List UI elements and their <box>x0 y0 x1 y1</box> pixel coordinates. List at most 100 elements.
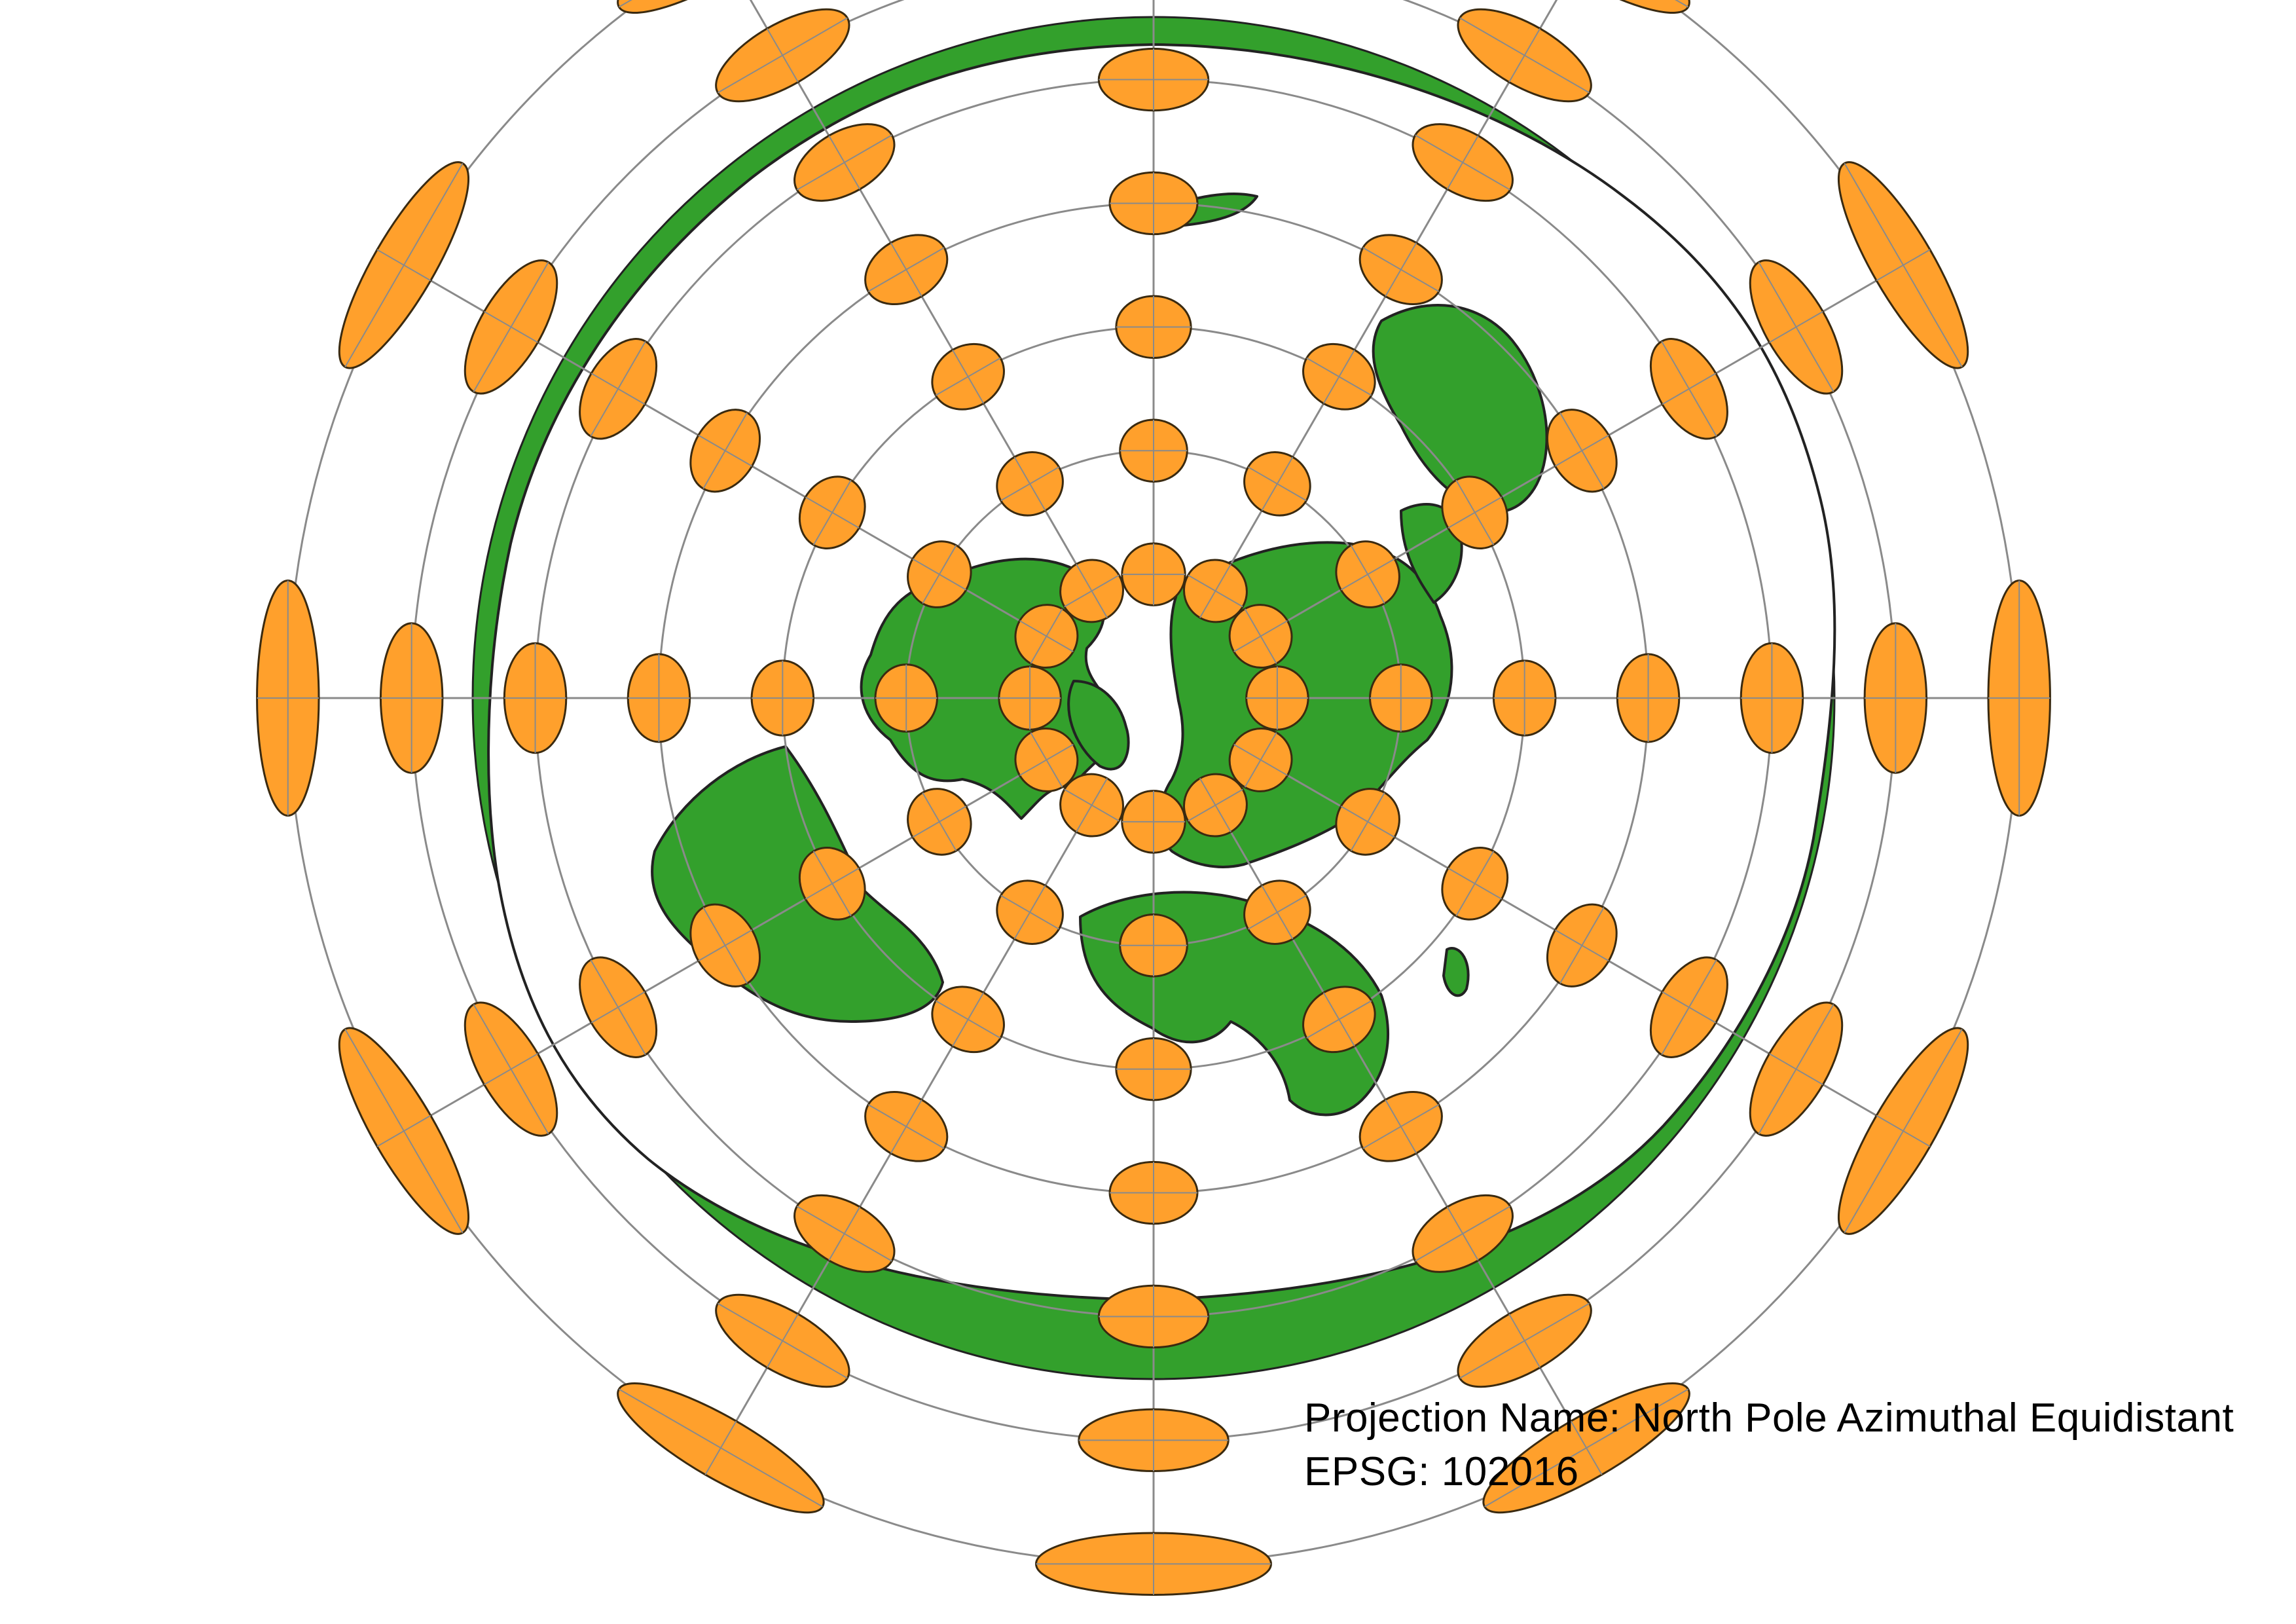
tissot-ellipse <box>1115 295 1192 360</box>
tissot-ellipse <box>617 1382 825 1514</box>
tissot-axis <box>1019 743 1074 776</box>
tissot-ellipse <box>579 956 658 1058</box>
tissot-ellipse <box>996 879 1064 945</box>
tissot-axis <box>484 1053 538 1086</box>
tissot-ellipse <box>1243 451 1311 517</box>
tissot-ellipse <box>864 1090 949 1162</box>
tissot-ellipse <box>931 986 1005 1054</box>
tissot-axis <box>591 991 646 1024</box>
tissot-ellipse <box>1457 1293 1592 1388</box>
tissot-axis <box>1876 249 1931 282</box>
tissot-ellipse-shape <box>617 0 825 14</box>
tissot-axis <box>698 434 753 467</box>
tissot-ellipse <box>1078 1408 1230 1473</box>
tissot-axis <box>704 1420 737 1475</box>
tissot-ellipse-shape <box>1482 0 1690 14</box>
tissot-ellipse <box>1649 956 1728 1058</box>
tissot-ellipse <box>689 903 761 987</box>
tissot-axis <box>1570 1420 1603 1475</box>
tissot-ellipse <box>1302 986 1376 1054</box>
tissot-axis <box>805 496 860 529</box>
tissot-axis <box>912 805 967 838</box>
tissot-ellipse <box>998 665 1062 731</box>
tissot-ellipse <box>907 540 972 608</box>
tissot-axis <box>1233 620 1288 653</box>
tissot-axis <box>1446 1206 1479 1261</box>
madagascar <box>1442 947 1470 997</box>
tissot-axis <box>1769 1053 1823 1086</box>
tissot-ellipse <box>750 659 815 737</box>
tissot-ellipse <box>689 409 761 493</box>
tissot-ellipse <box>1119 913 1188 978</box>
tissot-ellipse <box>1492 659 1557 737</box>
tissot-axis <box>766 28 799 83</box>
tissot-axis <box>376 249 431 282</box>
tissot-axis <box>1554 929 1609 962</box>
tissot-ellipse <box>1108 1160 1199 1225</box>
tissot-axis <box>1199 564 1231 618</box>
tissot-axis <box>1448 496 1503 529</box>
tissot-ellipse <box>1243 879 1311 945</box>
tissot-ellipse <box>1412 123 1514 202</box>
tissot-ellipse <box>1228 727 1293 792</box>
tissot-axis <box>698 929 753 962</box>
tissot-axis <box>376 1115 431 1147</box>
tissot-ellipse <box>256 579 320 817</box>
tissot-axis <box>1876 1115 1931 1147</box>
tissot-axis <box>1261 885 1294 940</box>
tissot-ellipse <box>1837 1027 1969 1235</box>
projection-name-label: Projection Name: North Pole Azimuthal Eq… <box>1304 1395 2234 1441</box>
tissot-ellipse <box>1335 540 1400 608</box>
tissot-ellipse <box>1482 1382 1690 1514</box>
tissot-axis <box>912 558 967 591</box>
tissot-ellipse <box>579 338 658 440</box>
tissot-axis <box>1076 564 1108 618</box>
tissot-ellipse <box>617 0 825 14</box>
tissot-ellipse <box>1034 1532 1273 1596</box>
tissot-ellipse <box>1457 8 1592 103</box>
tissot-ellipse <box>1749 1001 1844 1137</box>
tissot-ellipse <box>1245 665 1309 731</box>
tissot-ellipse <box>1441 847 1509 921</box>
tissot-axis <box>828 1206 861 1261</box>
tissot-ellipse <box>379 622 444 774</box>
tissot-axis <box>1385 1099 1417 1154</box>
tissot-ellipse <box>1358 234 1443 306</box>
tissot-ellipse <box>1441 475 1509 549</box>
tissot-ellipse <box>793 123 896 202</box>
tissot-axis <box>828 135 861 190</box>
tissot-ellipse <box>464 1001 558 1137</box>
tissot-axis <box>805 867 860 900</box>
tissot-ellipse <box>1369 663 1433 733</box>
tissot-axis <box>1508 28 1541 83</box>
tissot-ellipse <box>338 1027 470 1235</box>
tissot-ellipse <box>996 451 1064 517</box>
tissot-ellipse <box>1749 259 1844 395</box>
tissot-ellipse <box>1412 1194 1514 1273</box>
tissot-ellipse <box>874 663 938 733</box>
tissot-axis <box>1340 805 1395 838</box>
tissot-axis <box>1662 373 1717 405</box>
tissot-ellipse <box>1119 418 1188 483</box>
tissot-ellipse <box>907 788 972 856</box>
tissot-axis <box>1385 242 1417 297</box>
epsg-label: EPSG: 102016 <box>1304 1449 1579 1494</box>
tissot-ellipse <box>503 642 568 754</box>
tissot-axis <box>1769 310 1823 343</box>
tissot-ellipse <box>464 259 558 395</box>
tissot-ellipse <box>1182 773 1248 838</box>
tissot-ellipse <box>715 1293 850 1388</box>
tissot-axis <box>1554 434 1609 467</box>
tissot-axis <box>766 1314 799 1368</box>
tissot-ellipse <box>627 653 691 743</box>
tissot-ellipse <box>1108 171 1199 236</box>
tissot-axis <box>1199 778 1231 832</box>
tissot-axis <box>890 242 922 297</box>
tissot-ellipse <box>1863 622 1928 774</box>
tissot-axis <box>591 373 646 405</box>
tissot-axis <box>1322 992 1355 1047</box>
tissot-axis <box>1233 743 1288 776</box>
tissot-axis <box>1322 349 1355 404</box>
tissot-ellipse <box>798 847 866 921</box>
